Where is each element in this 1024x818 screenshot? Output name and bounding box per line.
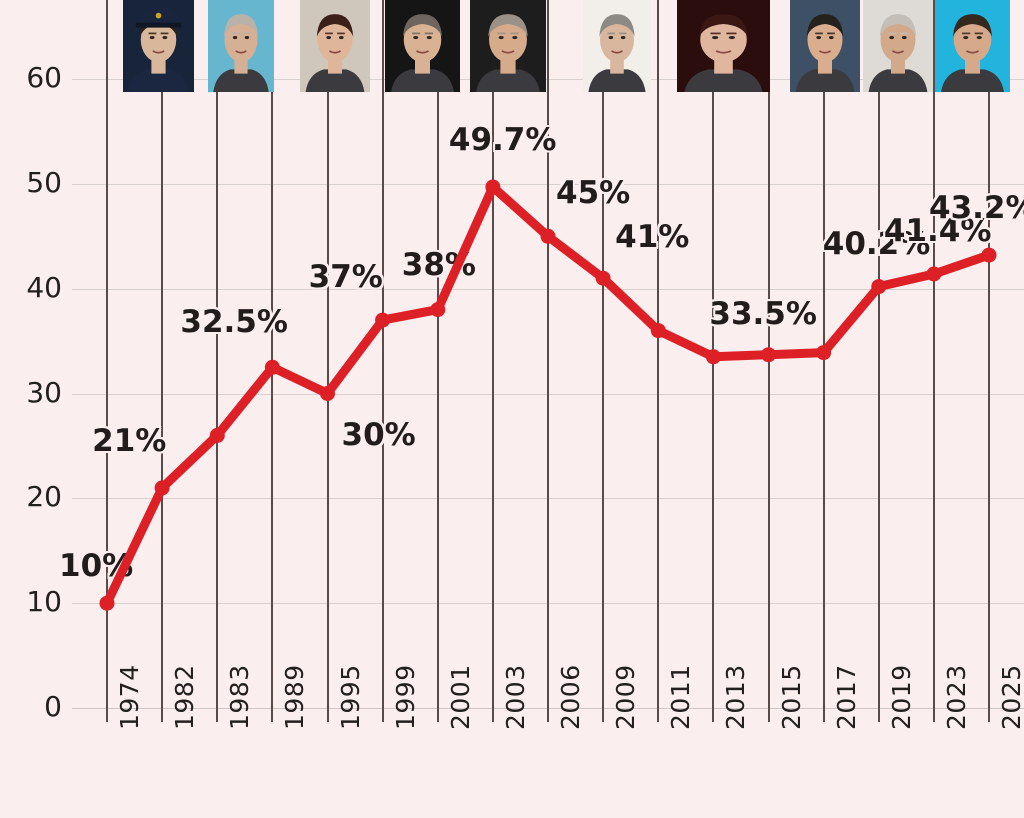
face-illustration xyxy=(213,14,269,92)
x-axis-tick-label-1982: 1982 xyxy=(170,664,200,730)
face-illustration xyxy=(476,14,540,92)
president-photo-10 xyxy=(935,0,1010,92)
y-axis-tick-label: 60 xyxy=(26,61,62,94)
data-label-2025: 43.2% xyxy=(929,190,1024,227)
x-axis-tick-label-1999: 1999 xyxy=(390,664,420,730)
data-label-1989: 32.5% xyxy=(180,304,288,341)
x-axis-tick-label-2011: 2011 xyxy=(666,664,696,730)
x-axis-tick-label-1983: 1983 xyxy=(225,664,255,730)
y-axis-tick-label: 20 xyxy=(26,480,62,514)
x-gridline-2019 xyxy=(877,0,880,722)
face-illustration xyxy=(391,14,454,92)
president-photo-4 xyxy=(385,0,460,92)
x-gridline-1989 xyxy=(271,0,274,722)
president-photo-3 xyxy=(300,0,370,92)
y-axis-tick-label: 40 xyxy=(26,270,62,304)
y-axis-tick-label: 30 xyxy=(26,375,62,409)
data-label-2003: 49.7% xyxy=(448,121,557,158)
x-axis-tick-label-2006: 2006 xyxy=(556,664,585,730)
president-photo-6 xyxy=(583,0,651,92)
x-gridline-1974 xyxy=(106,0,108,722)
x-gridline-1983 xyxy=(216,0,219,722)
x-gridline-1995 xyxy=(326,0,329,722)
x-gridline-2025 xyxy=(988,0,990,722)
face-illustration xyxy=(684,14,763,92)
x-gridline-2015 xyxy=(767,0,770,722)
x-axis-tick-label-1995: 1995 xyxy=(335,664,365,730)
data-label-1974: 10% xyxy=(59,548,134,585)
president-photo-2 xyxy=(208,0,274,92)
president-photo-5 xyxy=(470,0,546,92)
x-gridline-2017 xyxy=(822,0,825,722)
x-gridline-2013 xyxy=(712,0,715,722)
x-gridline-1999 xyxy=(381,0,384,722)
x-axis-tick-label-2003: 2003 xyxy=(500,664,530,730)
x-axis-tick-label-2017: 2017 xyxy=(831,664,861,730)
x-gridline-2006 xyxy=(547,0,549,722)
data-label-1999: 37% xyxy=(308,259,383,296)
y-axis-tick-label: 10 xyxy=(26,585,62,619)
x-axis-tick-label-1974: 1974 xyxy=(115,664,144,730)
x-axis-tick-label-1989: 1989 xyxy=(280,664,310,730)
x-gridline-1982 xyxy=(161,0,164,722)
x-axis-tick-label-2009: 2009 xyxy=(611,664,641,730)
data-label-2001: 38% xyxy=(401,246,476,283)
face-illustration xyxy=(795,14,855,92)
x-axis-tick-label-2001: 2001 xyxy=(445,664,475,730)
x-gridline-2009 xyxy=(602,0,605,722)
x-axis-tick-label-2023: 2023 xyxy=(941,664,971,730)
face-illustration xyxy=(588,14,646,92)
y-axis-tick-label: 0 xyxy=(44,690,62,723)
data-label-2006: 45% xyxy=(556,175,631,212)
face-illustration xyxy=(305,14,365,92)
president-photo-7 xyxy=(677,0,770,92)
x-axis-tick-label-2025: 2025 xyxy=(997,664,1024,730)
face-illustration xyxy=(941,14,1004,92)
x-gridline-2023 xyxy=(932,0,935,722)
data-label-2009: 41% xyxy=(615,219,690,256)
president-photo-8 xyxy=(790,0,860,92)
president-photo-1 xyxy=(123,0,194,92)
data-label-1995: 30% xyxy=(341,416,416,453)
data-label-2013: 33.5% xyxy=(709,295,817,332)
face-illustration xyxy=(128,7,189,92)
y-axis-tick-label: 50 xyxy=(26,165,62,199)
x-axis-tick-label-2015: 2015 xyxy=(776,664,806,730)
president-photo-9 xyxy=(863,0,933,92)
x-axis-tick-label-2013: 2013 xyxy=(721,664,751,730)
data-label-1982: 21% xyxy=(92,422,167,459)
x-gridline-2011 xyxy=(657,0,660,722)
face-illustration xyxy=(868,14,928,92)
x-gridline-2003 xyxy=(491,0,494,722)
x-axis-tick-label-2019: 2019 xyxy=(886,664,916,730)
x-gridline-2001 xyxy=(436,0,439,722)
